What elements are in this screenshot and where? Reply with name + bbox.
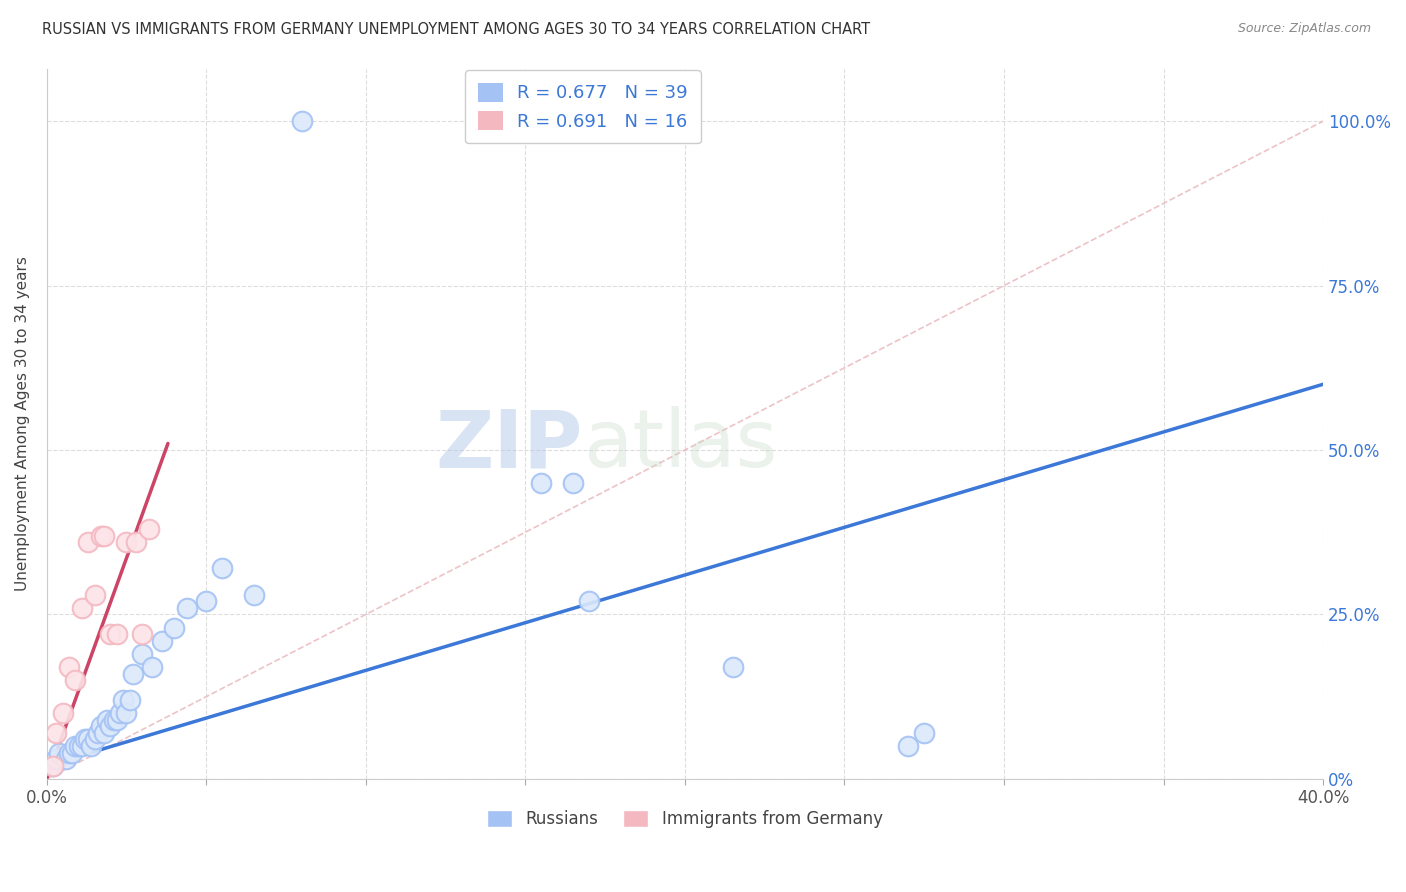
Point [93,528,115,542]
Point [58,746,80,760]
Point [100,719,122,733]
Point [65,739,87,753]
Point [80,739,103,753]
Point [176,600,198,615]
Point [48,746,70,760]
Point [105,713,128,727]
Point [58,660,80,674]
Point [108,706,131,720]
Point [83,588,105,602]
Point [42,758,65,772]
Point [721,660,744,674]
Point [141,660,163,674]
Point [87,726,110,740]
Point [52,706,75,720]
Point [125,535,148,549]
Point [115,706,138,720]
Point [243,588,266,602]
Point [118,693,141,707]
Point [67,739,90,753]
Point [163,621,186,635]
Point [912,726,935,740]
Point [291,114,314,128]
Point [211,561,233,575]
Point [73,732,96,747]
Point [131,647,153,661]
Point [42,758,65,772]
Point [578,594,600,608]
Point [112,693,135,707]
Point [131,627,153,641]
Point [90,719,112,733]
Point [77,732,100,747]
Point [70,600,93,615]
Point [93,726,115,740]
Point [70,739,93,753]
Point [195,594,218,608]
Text: Source: ZipAtlas.com: Source: ZipAtlas.com [1237,22,1371,36]
Point [77,535,100,549]
Point [115,535,138,549]
Point [103,713,125,727]
Point [105,627,128,641]
Point [530,475,553,490]
Point [60,746,83,760]
Text: RUSSIAN VS IMMIGRANTS FROM GERMANY UNEMPLOYMENT AMONG AGES 30 TO 34 YEARS CORREL: RUSSIAN VS IMMIGRANTS FROM GERMANY UNEMP… [42,22,870,37]
Point [150,633,173,648]
Y-axis label: Unemployment Among Ages 30 to 34 years: Unemployment Among Ages 30 to 34 years [15,256,30,591]
Point [45,752,67,766]
Point [121,666,143,681]
Text: ZIP: ZIP [436,406,582,484]
Point [897,739,920,753]
Point [90,528,112,542]
Point [55,752,77,766]
Point [100,627,122,641]
Legend: Russians, Immigrants from Germany: Russians, Immigrants from Germany [481,803,890,835]
Point [562,475,585,490]
Point [96,713,118,727]
Point [45,726,67,740]
Point [83,732,105,747]
Point [138,522,160,536]
Point [65,673,87,688]
Text: atlas: atlas [582,406,778,484]
